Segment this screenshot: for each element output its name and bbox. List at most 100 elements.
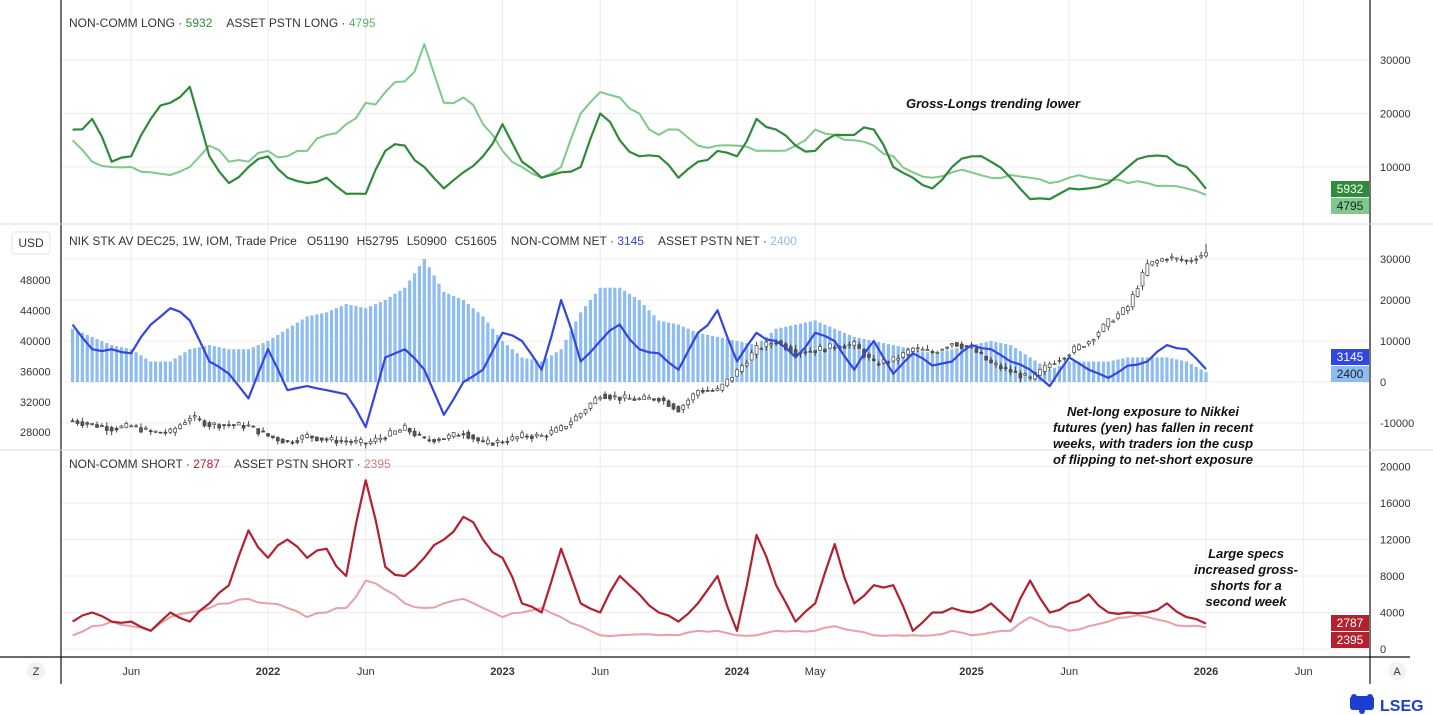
candle-body — [388, 430, 392, 437]
candle-body — [1101, 323, 1106, 332]
asset-net-bar — [149, 361, 153, 382]
zoom-button-label[interactable]: Z — [33, 666, 40, 678]
candle-body — [686, 399, 690, 405]
asset-net-bar — [686, 328, 690, 382]
candle-body — [471, 434, 476, 440]
asset-net-bar — [1111, 360, 1115, 382]
candle-body — [354, 440, 358, 443]
candle-body — [578, 413, 583, 418]
asset-net-bar — [720, 337, 724, 382]
y-tick-label-middle: 30000 — [1380, 254, 1411, 266]
candle-body — [808, 350, 813, 353]
candle-body — [432, 439, 436, 443]
candle-body — [1174, 257, 1179, 260]
candle-body — [1057, 360, 1062, 362]
x-tick-label: 2025 — [959, 666, 983, 678]
candle-body — [144, 427, 148, 430]
candle-body — [236, 422, 241, 426]
asset-net-bar — [525, 358, 529, 382]
asset-net-bar — [227, 349, 231, 382]
candle-body — [231, 424, 236, 426]
x-tick-label: Jun — [1295, 666, 1313, 678]
asset-net-bar — [134, 352, 138, 382]
candle-body — [754, 345, 759, 355]
candle-body — [334, 439, 339, 444]
asset-net-bar — [1004, 344, 1008, 382]
annotation-line: of flipping to net-short exposure — [1053, 452, 1253, 467]
asset-net-bar — [984, 342, 988, 382]
candle-body — [998, 365, 1003, 369]
candle-body — [217, 424, 221, 429]
asset-net-bar — [408, 280, 412, 382]
asset-net-bar — [456, 297, 461, 382]
non-comm-net-line — [71, 298, 1207, 429]
asset-net-bar — [847, 334, 851, 382]
asset-net-bar — [427, 267, 431, 382]
currency-label[interactable]: USD — [18, 236, 44, 250]
zoom-button[interactable] — [27, 662, 45, 680]
asset-net-bar — [325, 312, 329, 382]
candle-body — [456, 434, 461, 437]
auto-scale-label[interactable]: A — [1393, 666, 1401, 678]
candle-body — [422, 436, 427, 439]
asset-net-bar — [383, 300, 387, 382]
asset-net-bar — [554, 352, 558, 382]
candle-body — [442, 438, 446, 441]
candle-body — [520, 432, 524, 438]
asset-net-bar — [750, 344, 754, 382]
annotation-large-specs: Large specs increased gross- shorts for … — [1194, 546, 1298, 609]
candle-body — [1116, 313, 1120, 319]
asset-net-bar — [618, 287, 622, 382]
candle-body — [1067, 354, 1072, 357]
candle-body — [764, 341, 769, 348]
annotation-gross-longs: Gross-Longs trending lower — [906, 96, 1081, 111]
currency-button[interactable] — [11, 231, 51, 255]
y-tick-label-middle: -10000 — [1380, 418, 1414, 430]
candle-body — [715, 388, 720, 391]
asset-net-bar — [466, 304, 470, 382]
candle-body — [1077, 344, 1081, 350]
candle-body — [251, 425, 256, 428]
y-tick-label-bottom: 16000 — [1380, 498, 1411, 510]
asset-net-bar — [779, 327, 783, 382]
asset-net-bar — [1082, 361, 1086, 382]
asset-net-bar — [696, 332, 700, 382]
candle-body — [588, 402, 593, 409]
candle-body — [945, 346, 949, 349]
candle-body — [1038, 368, 1042, 376]
asset-net-bar — [452, 295, 456, 382]
candle-body — [119, 425, 124, 429]
candle-body — [559, 425, 563, 431]
asset-net-bar — [730, 339, 734, 382]
candle-body — [290, 441, 295, 444]
asset-net-bar — [955, 348, 959, 382]
candle-body — [920, 348, 925, 351]
auto-scale-button[interactable] — [1388, 662, 1406, 680]
asset-net-bar — [222, 348, 226, 382]
candle-body — [871, 358, 876, 361]
asset-net-bar — [652, 315, 656, 382]
candle-body — [613, 395, 617, 398]
y-tick-label-top: 20000 — [1380, 109, 1411, 121]
non-comm-long-line — [72, 85, 1207, 201]
chart-marks — [70, 43, 1208, 638]
asset-net-bar — [667, 322, 671, 382]
asset-net-bar — [671, 323, 676, 382]
asset-net-bar — [105, 343, 109, 382]
candle-body — [989, 359, 993, 364]
asset-net-bar — [706, 334, 710, 382]
annotation-line: second week — [1206, 594, 1288, 609]
candle-body — [656, 398, 661, 402]
asset-net-bar — [837, 330, 842, 382]
y-tick-label-middle: 0 — [1380, 377, 1386, 389]
candle-body — [139, 427, 143, 433]
candle-body — [534, 433, 539, 437]
asset-net-bar — [388, 296, 392, 382]
asset-net-bar — [110, 345, 114, 382]
asset-net-bar — [246, 349, 251, 382]
candle-body — [852, 341, 857, 346]
candle-body — [749, 352, 754, 361]
asset-net-bar — [1062, 363, 1066, 382]
candle-body — [637, 398, 642, 400]
candle-body — [266, 433, 270, 437]
